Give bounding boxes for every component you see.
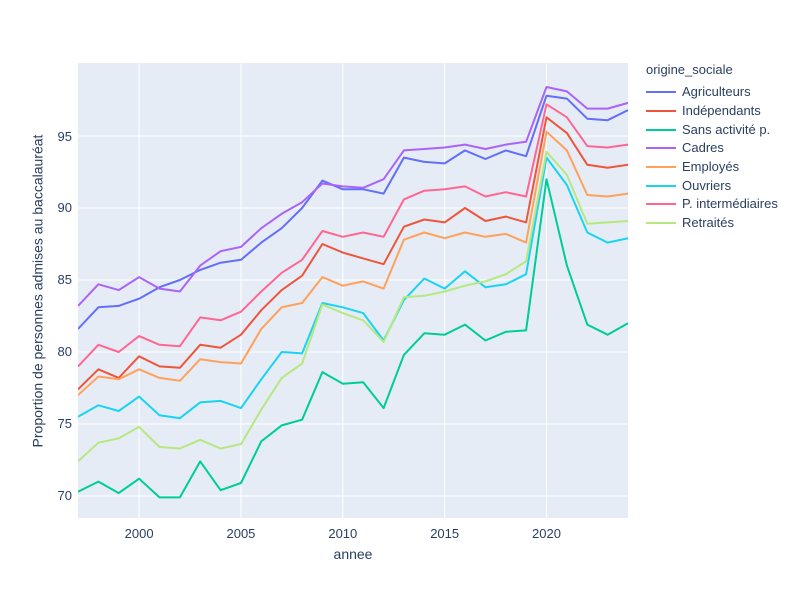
- legend-item-label: Ouvriers: [682, 177, 732, 193]
- legend-item-label: Employés: [682, 159, 740, 175]
- legend-item-cadres[interactable]: Cadres: [646, 139, 798, 158]
- x-tick-label: 2020: [532, 526, 561, 541]
- series-line-retraites: [78, 150, 628, 463]
- legend-line-swatch: [646, 222, 676, 225]
- y-tick-label: 80: [57, 344, 72, 360]
- legend-item-label: P. intermédiaires: [682, 196, 778, 212]
- legend-line-swatch: [646, 203, 676, 206]
- legend-title: origine_sociale: [646, 62, 733, 77]
- legend-item-p-intermediaires[interactable]: P. intermédiaires: [646, 195, 798, 214]
- y-tick-label: 95: [57, 128, 72, 144]
- series-line-employes: [78, 130, 628, 396]
- x-axis-title: annee: [333, 546, 373, 562]
- legend-item-label: Agriculteurs: [682, 84, 751, 100]
- y-axis-title: Proportion de personnes admises au bacca…: [29, 134, 46, 448]
- legend-item-label: Cadres: [682, 140, 724, 156]
- legend-line-swatch: [646, 110, 676, 113]
- legend-line-swatch: [646, 147, 676, 150]
- legend-item-agriculteurs[interactable]: Agriculteurs: [646, 83, 798, 102]
- legend-item-sans-activite-p[interactable]: Sans activité p.: [646, 120, 798, 139]
- y-tick-label: 75: [57, 416, 72, 432]
- legend: origine_sociale Agriculteurs Indépendants…: [646, 62, 798, 233]
- y-tick-label: 90: [57, 200, 72, 216]
- series-line-ouvriers: [78, 156, 628, 420]
- legend-item-employes[interactable]: Employés: [646, 158, 798, 177]
- x-tick-label: 2010: [328, 526, 358, 541]
- y-tick-label: 85: [57, 272, 72, 288]
- series-line-sans-activite-p: [78, 178, 628, 499]
- series-line-agriculteurs: [78, 94, 628, 330]
- legend-item-label: Sans activité p.: [682, 121, 771, 137]
- chart-canvas: [78, 63, 628, 518]
- legend-line-swatch: [646, 128, 676, 131]
- x-tick-label: 2000: [124, 526, 154, 541]
- legend-line-swatch: [646, 166, 676, 169]
- x-tick-label: 2015: [430, 526, 460, 541]
- legend-line-swatch: [646, 184, 676, 187]
- legend-line-swatch: [646, 91, 676, 94]
- y-tick-label: 70: [57, 488, 72, 504]
- legend-item-retraites[interactable]: Retraités: [646, 214, 798, 233]
- plot-area[interactable]: [78, 63, 628, 518]
- legend-item-label: Retraités: [682, 215, 735, 231]
- series-line-cadres: [78, 86, 628, 307]
- x-tick-label: 2005: [226, 526, 256, 541]
- legend-item-independants[interactable]: Indépendants: [646, 102, 798, 121]
- legend-item-label: Indépendants: [682, 103, 761, 119]
- legend-items: Agriculteurs Indépendants Sans activité p.…: [646, 83, 798, 233]
- legend-item-ouvriers[interactable]: Ouvriers: [646, 176, 798, 195]
- series-line-independants: [78, 116, 628, 391]
- series-line-p-intermediaires: [78, 103, 628, 368]
